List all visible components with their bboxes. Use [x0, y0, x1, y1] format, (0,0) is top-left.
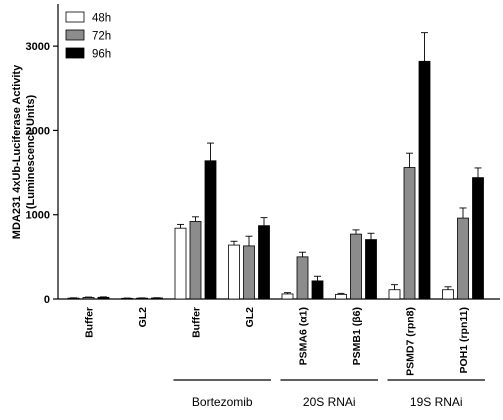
bar-48h — [281, 293, 294, 300]
bar-72h — [82, 297, 95, 300]
x-tick-label: GL2 — [137, 307, 149, 328]
legend-swatch-48h — [65, 11, 85, 23]
bar-48h — [228, 244, 240, 300]
bar-96h — [311, 280, 324, 300]
legend-label: 96h — [92, 49, 111, 61]
bar-96h — [204, 160, 217, 300]
bar-48h — [174, 227, 187, 300]
bar-48h — [442, 289, 454, 300]
bars — [67, 60, 484, 300]
bar-72h — [243, 245, 255, 300]
bar-96h — [472, 177, 484, 300]
group-labels: Bortezomib 20S RNAi 19S RNAi — [173, 379, 485, 409]
x-tick-label: PSMD7 (rpn8) — [405, 307, 417, 376]
bar-72h — [457, 217, 469, 300]
legend-label: 48h — [92, 13, 111, 25]
bar-72h — [350, 233, 362, 300]
y-tick-label: 1000 — [26, 210, 50, 222]
x-tick-label: GL2 — [244, 307, 256, 328]
legend-swatch-96h — [65, 47, 85, 59]
legend-label: 72h — [92, 31, 111, 43]
legend-swatch-72h — [65, 29, 85, 41]
bar-96h — [258, 225, 270, 300]
x-tick-label: Buffer — [84, 307, 96, 338]
bar-72h — [403, 167, 416, 300]
legend: 48h 72h 96h — [65, 11, 111, 61]
error-bars — [70, 32, 482, 299]
group-label: 19S RNAi — [410, 395, 463, 409]
group-label: 20S RNAi — [303, 395, 356, 409]
y-tick-label: 3000 — [26, 41, 50, 53]
bar-48h — [335, 293, 347, 300]
bar-72h — [189, 221, 202, 300]
bar-96h — [365, 239, 377, 300]
x-tick-label: PSMB1 (β6) — [351, 307, 363, 365]
y-axis-title-line2: (Luminescence Units) — [25, 95, 37, 210]
y-axis-title: MDA231 4xUb-Luciferase Activity (Lumines… — [11, 64, 37, 239]
bar-48h — [67, 297, 80, 300]
bar-96h — [97, 296, 110, 300]
bar-48h — [388, 289, 401, 300]
y-tick-label: 0 — [44, 294, 50, 306]
group-label: Bortezomib — [192, 395, 253, 409]
x-tick-label: PSMA6 (α1) — [298, 307, 310, 365]
bar-72h — [296, 256, 309, 300]
x-tick-label: Buffer — [191, 307, 203, 338]
x-tick-labels: Buffer GL2 Buffer GL2 PSMA6 (α1) PSMB1 (β6) PS… — [84, 307, 471, 376]
bar-96h — [418, 60, 431, 300]
y-axis-title-line1: MDA231 4xUb-Luciferase Activity — [11, 64, 23, 239]
y-tick-label: 2000 — [26, 125, 50, 137]
x-tick-label: POH1 (rpn11) — [458, 307, 470, 374]
